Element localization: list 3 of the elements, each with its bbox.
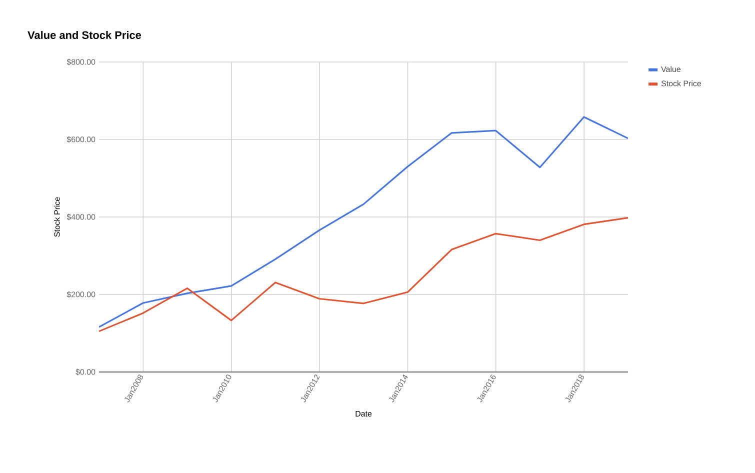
line-series bbox=[99, 216, 628, 332]
line-series bbox=[99, 116, 628, 328]
chart-title: Value and Stock Price bbox=[28, 30, 142, 40]
